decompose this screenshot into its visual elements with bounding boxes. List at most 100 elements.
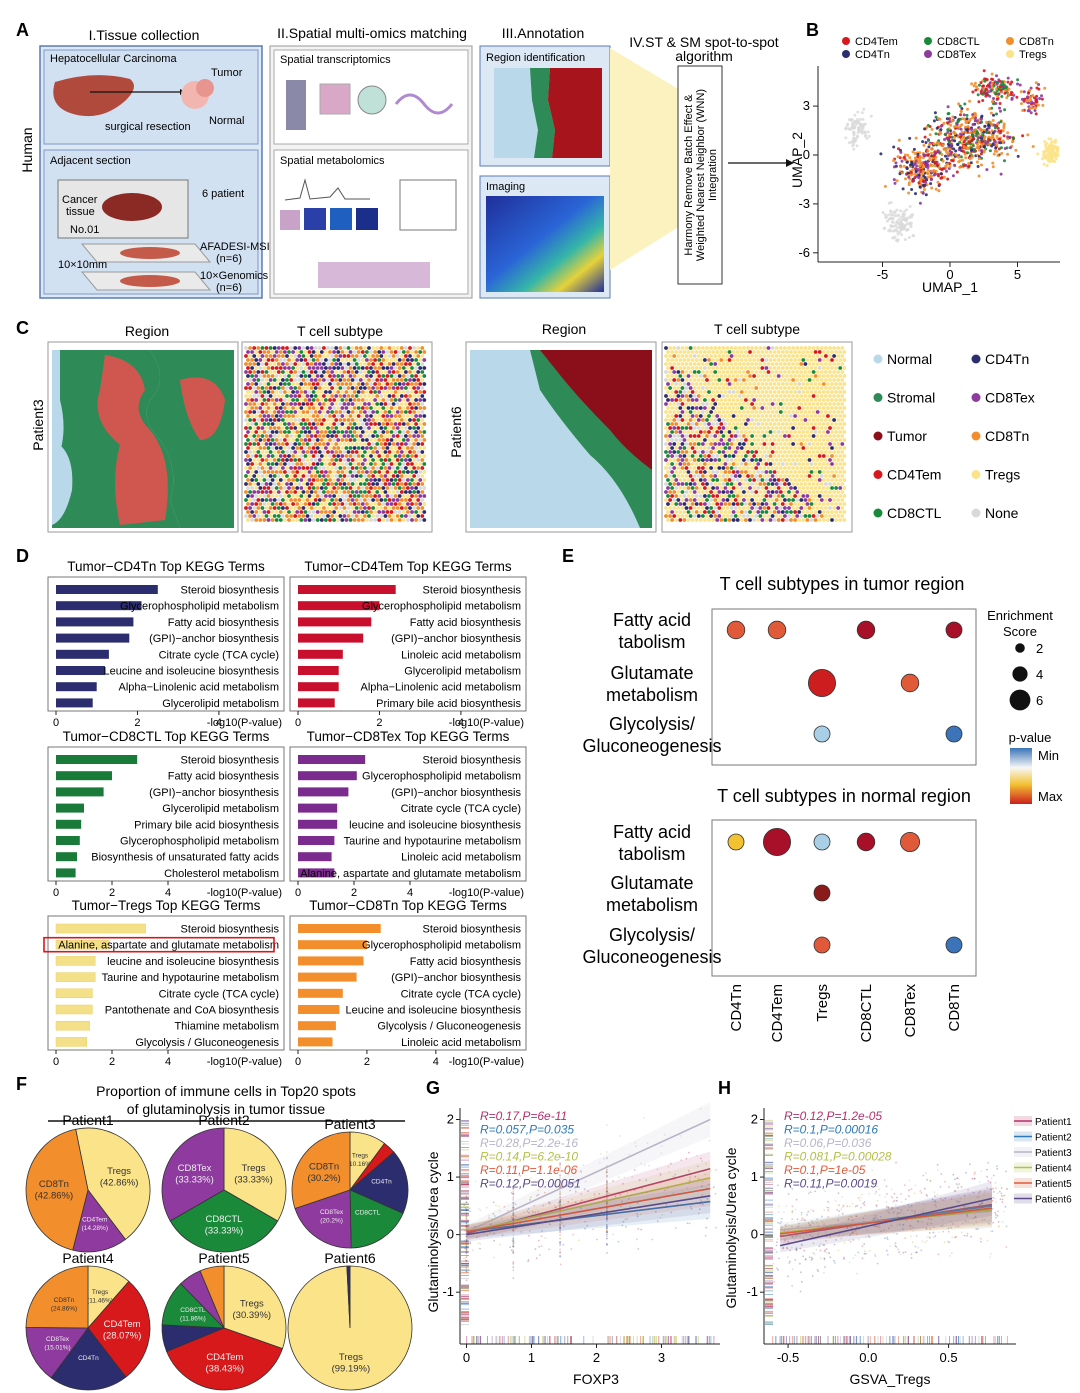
tcell-spot	[354, 434, 359, 438]
tcell-spot	[737, 458, 742, 462]
tcell-spot	[299, 470, 304, 474]
tcell-spot	[334, 426, 339, 430]
tcell-spot	[805, 438, 810, 442]
tcell-spot	[815, 458, 820, 462]
tcell-spot	[795, 426, 800, 430]
tcell-spot	[354, 450, 359, 454]
tcell-spot	[254, 438, 259, 442]
tcell-spot	[715, 358, 720, 362]
tcell-spot	[737, 354, 742, 358]
tcell-spot	[266, 494, 271, 498]
tcell-spot	[334, 394, 339, 398]
tcell-spot	[801, 462, 806, 466]
tcell-spot	[383, 466, 388, 470]
tcell-spot	[690, 374, 695, 378]
tcell-spot	[248, 514, 253, 518]
tcell-spot	[830, 398, 834, 402]
umap-point	[982, 137, 986, 141]
tcell-spot	[336, 518, 341, 522]
tcell-spot	[295, 366, 300, 370]
tcell-spot	[395, 434, 400, 438]
tcell-spot	[801, 486, 806, 490]
umap-point	[929, 174, 933, 178]
tcell-spot	[297, 482, 302, 486]
tcell-spot	[836, 362, 841, 366]
tcell-spot	[332, 414, 336, 418]
umap-point	[970, 128, 974, 131]
umap-point	[957, 155, 961, 159]
tcell-spot	[356, 422, 361, 426]
umap-point	[991, 161, 995, 165]
tcell-spot	[385, 438, 390, 442]
tcell-spot	[369, 438, 373, 442]
tcell-spot	[285, 426, 289, 430]
tcell-spot	[332, 502, 336, 506]
tcell-spot	[303, 478, 308, 482]
tcell-spot	[801, 366, 806, 370]
tcell-spot	[397, 374, 402, 378]
tcell-spot	[824, 466, 828, 470]
tcell-spot	[303, 454, 308, 458]
tcell-spot	[293, 394, 298, 398]
tcell-spot	[363, 458, 367, 462]
tcell-spot	[742, 410, 746, 414]
tcell-spot	[420, 434, 425, 438]
tcell-spot	[817, 470, 822, 474]
umap-point	[925, 162, 929, 166]
tcell-spot	[375, 506, 380, 510]
tcell-spot	[742, 434, 746, 438]
tcell-spot	[793, 374, 797, 378]
umap-point	[932, 142, 936, 146]
tcell-spot	[774, 346, 779, 350]
tcell-spot	[793, 446, 797, 450]
tcell-spot	[262, 382, 267, 386]
tcell-spot	[305, 466, 310, 470]
umap-point	[977, 155, 981, 158]
tcell-spot	[244, 458, 248, 462]
umap-point	[985, 88, 988, 91]
tcell-spot	[371, 498, 375, 502]
tcell-spot	[315, 406, 320, 410]
tcell-spot	[369, 478, 373, 482]
tcell-spot	[404, 370, 408, 374]
tcell-spot	[412, 482, 416, 486]
tcell-spot	[379, 386, 384, 390]
tcell-spot	[707, 470, 711, 474]
tcell-spot	[817, 430, 822, 434]
tcell-spot	[283, 446, 287, 450]
tcell-spot	[795, 442, 800, 446]
tcell-spot	[309, 498, 314, 502]
tcell-spot	[754, 426, 759, 430]
tcell-spot	[283, 454, 287, 458]
tcell-spot	[826, 414, 830, 418]
umap-point	[914, 136, 918, 140]
tcell-spot	[276, 394, 281, 398]
tcell-spot	[313, 466, 318, 470]
umap-point	[934, 132, 938, 136]
tcell-spot	[315, 422, 320, 426]
umap-ticks: -5 0 530-3-6	[798, 98, 1021, 282]
tcell-spot	[793, 438, 797, 442]
umap-point	[965, 117, 969, 121]
umap-point	[966, 151, 970, 155]
tcell-spot	[791, 466, 795, 470]
tcell-spot	[270, 438, 275, 442]
tcell-spot	[733, 378, 738, 382]
tcell-spot	[832, 482, 836, 486]
umap-point	[953, 139, 957, 143]
tcell-spot	[813, 430, 818, 434]
umap-point	[964, 156, 968, 160]
tcell-spot	[694, 430, 699, 434]
tcell-spot	[389, 438, 394, 442]
tcell-spot	[252, 450, 257, 454]
umap-point	[945, 117, 949, 121]
umap-point	[1035, 86, 1039, 90]
tcell-spot	[342, 506, 347, 510]
tcell-spot	[283, 478, 287, 482]
tcell-spot	[664, 386, 668, 390]
tcell-spot	[705, 458, 709, 462]
tcell-spot	[752, 382, 756, 386]
tcell-spot	[826, 478, 830, 482]
tcell-spot	[373, 390, 377, 394]
tcell-spot	[250, 382, 255, 386]
